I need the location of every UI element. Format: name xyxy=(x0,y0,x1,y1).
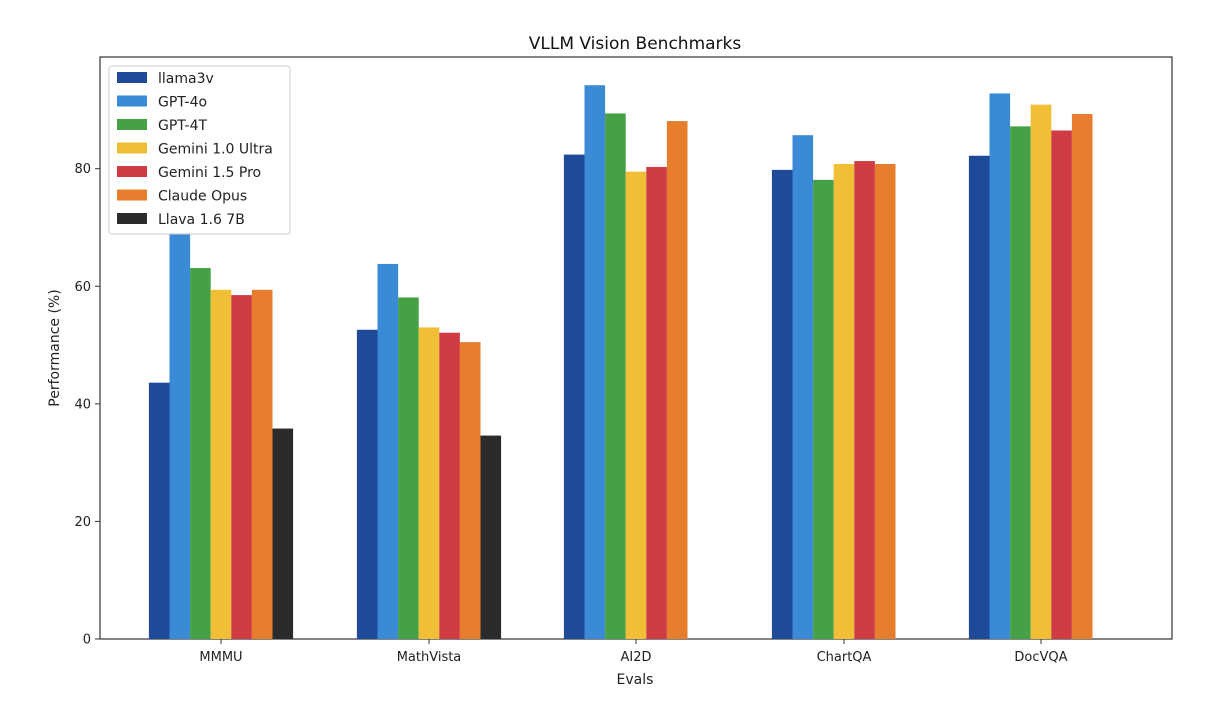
x-tick-label: AI2D xyxy=(620,650,651,665)
bar-0-5 xyxy=(251,289,273,639)
bar-2-1 xyxy=(584,85,606,640)
bar-0-1 xyxy=(169,232,191,639)
legend-entry-label: llama3v xyxy=(158,71,214,87)
x-tick-label: DocVQA xyxy=(1014,650,1067,665)
legend: llama3v GPT-4o GPT-4T Gemini 1.0 Ultra Gemin… xyxy=(108,65,291,235)
legend-swatch xyxy=(117,119,147,130)
bar-1-5 xyxy=(459,342,481,639)
bar-4-2 xyxy=(1010,126,1031,640)
y-tick-label: 0 xyxy=(83,633,91,648)
bar-3-1 xyxy=(792,135,814,639)
bar-0-3 xyxy=(210,289,232,639)
bar-3-0 xyxy=(771,169,793,639)
bar-0-2 xyxy=(190,268,211,639)
y-tick-label: 20 xyxy=(74,515,91,530)
legend-entry-label: Llava 1.6 7B xyxy=(158,212,245,228)
bar-2-0 xyxy=(563,154,585,639)
bar-4-5 xyxy=(1071,114,1093,639)
x-tick-label: MMMU xyxy=(199,650,242,665)
bars xyxy=(148,85,1093,640)
bar-4-3 xyxy=(1030,104,1052,640)
legend-box xyxy=(108,65,291,235)
x-tick-label: MathVista xyxy=(397,650,462,665)
legend-entry-label: GPT-4T xyxy=(158,118,208,134)
legend-swatch xyxy=(117,142,147,154)
bar-1-6 xyxy=(480,435,502,639)
bar-3-2 xyxy=(813,179,834,639)
bar-1-2 xyxy=(398,297,419,639)
legend-entry-label: Gemini 1.5 Pro xyxy=(158,165,261,181)
bar-2-5 xyxy=(666,121,688,639)
bar-2-3 xyxy=(625,171,647,639)
bar-0-0 xyxy=(148,382,170,639)
legend-entry-label: Gemini 1.0 Ultra xyxy=(158,142,273,158)
legend-swatch xyxy=(117,166,147,177)
y-axis-label: Performance (%) xyxy=(47,289,63,406)
x-axis-label: Evals xyxy=(617,672,654,688)
bar-4-0 xyxy=(968,155,990,639)
x-tick-label: ChartQA xyxy=(817,650,872,665)
legend-swatch xyxy=(117,95,147,107)
bar-2-4 xyxy=(646,166,667,639)
bar-4-1 xyxy=(989,93,1011,639)
bar-1-3 xyxy=(418,327,440,639)
y-tick-label: 60 xyxy=(74,280,91,295)
x-axis: MMMU MathVista AI2D ChartQA DocVQA xyxy=(199,639,1068,665)
legend-entry-label: Claude Opus xyxy=(158,189,247,205)
bar-3-4 xyxy=(854,161,875,640)
bar-2-2 xyxy=(605,113,626,639)
bar-1-1 xyxy=(377,263,399,639)
chart-title: VLLM Vision Benchmarks xyxy=(529,34,742,54)
legend-swatch xyxy=(117,213,147,224)
legend-entry-label: GPT-4o xyxy=(158,95,207,111)
bar-3-3 xyxy=(833,163,855,640)
bar-0-4 xyxy=(231,295,252,639)
bar-0-6 xyxy=(272,428,294,639)
y-axis: 0 20 40 60 80 xyxy=(74,162,100,648)
bar-1-4 xyxy=(439,332,460,639)
legend-swatch xyxy=(117,72,147,83)
bar-1-0 xyxy=(356,329,378,639)
legend-swatch xyxy=(117,189,147,201)
y-tick-label: 80 xyxy=(74,162,91,177)
bar-3-5 xyxy=(874,163,896,640)
bar-4-4 xyxy=(1051,130,1072,640)
y-tick-label: 40 xyxy=(74,397,91,412)
